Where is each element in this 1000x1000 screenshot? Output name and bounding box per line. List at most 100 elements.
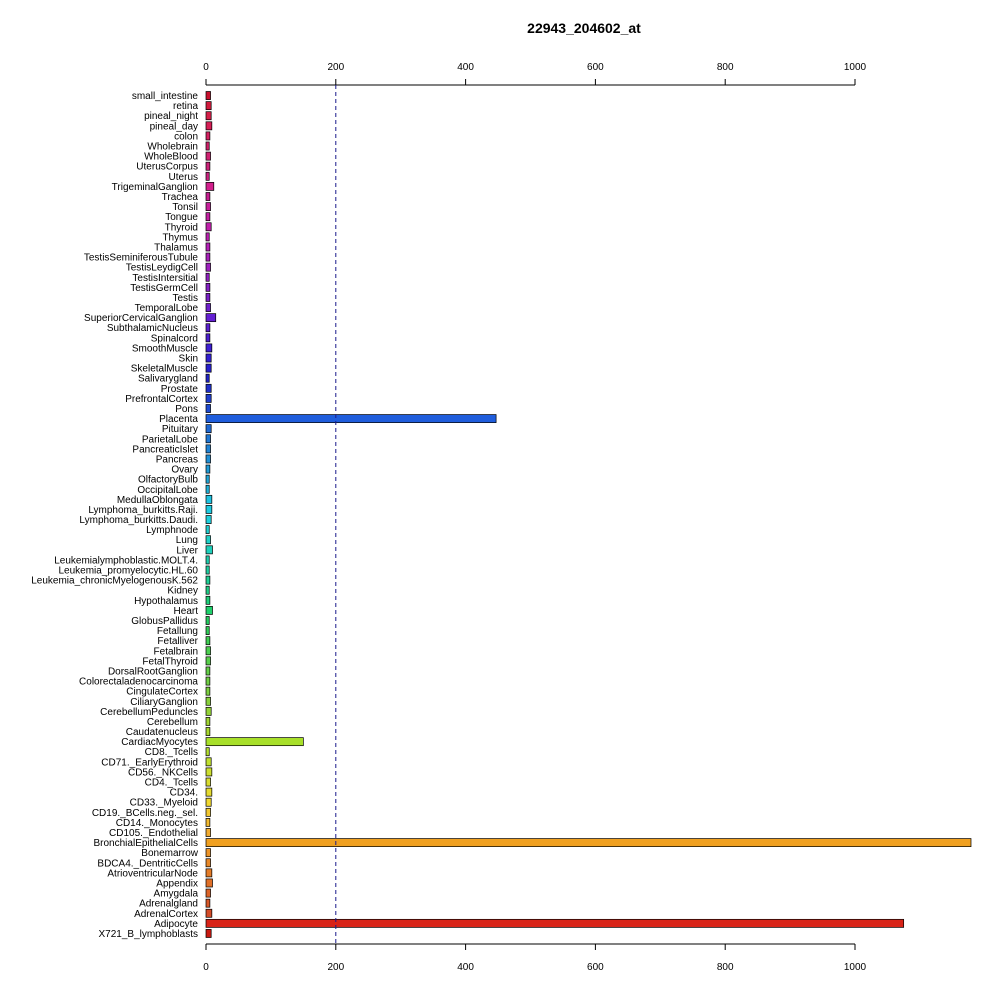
category-label: Adipocyte: [154, 919, 198, 930]
bar-Thalamus: [205, 242, 211, 252]
bar-X721_B_lymphoblasts: [205, 929, 212, 938]
bar-Lung: [205, 535, 211, 545]
bar-TestisIntersitial: [205, 272, 210, 282]
category-label: Prostate: [161, 384, 199, 395]
bar-Lymphoma_burkitts.Daudi.: [205, 515, 212, 524]
bar-Adipocyte: [205, 918, 905, 928]
category-label: TestisSeminiferousTubule: [84, 253, 199, 264]
category-label: small_intestine: [132, 91, 199, 102]
category-label: Adrenalgland: [139, 899, 198, 910]
category-label: Pons: [175, 404, 198, 415]
category-label: Testis: [172, 293, 198, 304]
bar-TestisGermCell: [205, 282, 211, 292]
bar-Salivarygland: [205, 373, 210, 383]
category-label: SkeletalMuscle: [131, 364, 199, 375]
bar-Skin: [205, 353, 212, 363]
category-label: colon: [174, 131, 198, 142]
bar-CD71._EarlyErythroid: [205, 757, 212, 767]
bar-retina: [205, 101, 212, 111]
top-axis-tick-label: 400: [457, 62, 474, 73]
bottom-axis: 0 200 400 600 800 1000: [203, 943, 867, 973]
category-label: Leukemialymphoblastic.MOLT.4.: [54, 555, 198, 566]
category-label: SmoothMuscle: [132, 343, 199, 354]
category-label: CD14._Monocytes: [116, 818, 198, 829]
bar-CiliaryGanglion: [205, 696, 211, 706]
category-label: CiliaryGanglion: [130, 697, 198, 708]
category-label: retina: [173, 101, 198, 112]
bar-CardiacMyocytes: [205, 737, 304, 747]
category-label: Cerebellum: [147, 717, 198, 728]
bar-GlobusPallidus: [205, 616, 210, 625]
category-label: Colorectaladenocarcinoma: [79, 677, 198, 688]
bar-Bonemarrow: [205, 848, 211, 858]
category-label: AtrioventricularNode: [107, 868, 198, 879]
category-label: Trachea: [162, 192, 199, 203]
category-labels: small_intestineretinapineal_nightpineal_…: [31, 91, 199, 940]
category-label: CingulateCortex: [126, 687, 198, 698]
category-label: Liver: [176, 545, 198, 556]
bar-Wholebrain: [205, 141, 210, 151]
chart-title: 22943_204602_at: [527, 20, 641, 36]
bottom-axis-tick-label: 200: [327, 962, 344, 973]
category-label: TestisIntersitial: [132, 273, 198, 284]
category-label: Tongue: [165, 212, 198, 223]
bar-Tongue: [205, 212, 211, 222]
category-label: X721_B_lymphoblasts: [98, 929, 198, 940]
bar-BDCA4._DentriticCells: [205, 858, 211, 868]
category-label: Bonemarrow: [141, 848, 198, 859]
bar-CD19._BCells.neg._sel.: [205, 807, 211, 817]
bar-Placenta: [205, 414, 497, 423]
category-label: Fetallung: [157, 626, 198, 637]
category-label: Thalamus: [154, 242, 198, 253]
top-axis: 0 200 400 600 800 1000: [203, 62, 867, 86]
bar-Tonsil: [205, 202, 211, 211]
bar-TrigeminalGanglion: [205, 182, 215, 191]
category-label: Spinalcord: [151, 333, 198, 344]
bar-CD105._Endothelial: [205, 828, 211, 837]
bar-TestisLeydigCell: [205, 262, 211, 272]
bar-AdrenalCortex: [205, 908, 213, 918]
bar-CD56._NKCells: [205, 767, 213, 777]
category-label: Leukemia_promyelocytic.HL.60: [58, 566, 198, 577]
category-label: BDCA4._DentriticCells: [97, 858, 198, 869]
top-axis-tick-label: 800: [717, 62, 734, 73]
category-label: BronchialEpithelialCells: [94, 838, 199, 849]
category-label: SuperiorCervicalGanglion: [84, 313, 198, 324]
bar-Leukemia_chronicMyelogenousK.562: [205, 575, 211, 585]
category-label: AdrenalCortex: [134, 909, 198, 920]
category-label: Tonsil: [172, 202, 198, 213]
bar-Hypothalamus: [205, 595, 211, 605]
category-label: Placenta: [159, 414, 198, 425]
category-label: OlfactoryBulb: [138, 475, 198, 486]
category-label: Appendix: [156, 878, 198, 889]
bottom-axis-tick-label: 0: [203, 962, 209, 973]
category-label: OccipitalLobe: [137, 485, 198, 496]
bar-CD34.: [205, 787, 213, 797]
bar-SubthalamicNucleus: [205, 323, 211, 333]
bar-CingulateCortex: [205, 686, 211, 696]
bar-WholeBlood: [205, 151, 211, 161]
bar-Leukemia_promyelocytic.HL.60: [205, 565, 210, 575]
bar-CerebellumPeduncles: [205, 706, 212, 716]
category-label: Lung: [176, 535, 198, 546]
bar-Heart: [205, 606, 213, 615]
bar-Kidney: [205, 585, 210, 595]
bar-Appendix: [205, 878, 213, 888]
bar-DorsalRootGanglion: [205, 666, 211, 676]
bar-pineal_night: [205, 111, 212, 121]
category-label: CD34.: [170, 788, 198, 799]
bar-Thyroid: [205, 222, 212, 232]
bar-ParietalLobe: [205, 434, 211, 444]
category-label: Thyroid: [165, 222, 198, 233]
bar-CD8._Tcells: [205, 747, 210, 757]
bar-Pituitary: [205, 424, 212, 434]
bar-Fetalliver: [205, 636, 211, 646]
category-label: Pituitary: [162, 424, 198, 435]
bottom-axis-tick-label: 1000: [844, 962, 867, 973]
bar-BronchialEpithelialCells: [205, 838, 972, 847]
category-label: Fetalliver: [157, 636, 198, 647]
bar-Lymphoma_burkitts.Raji.: [205, 505, 213, 514]
bar-SmoothMuscle: [205, 343, 213, 353]
top-axis-tick-label: 200: [327, 62, 344, 73]
category-label: TestisLeydigCell: [126, 263, 198, 274]
